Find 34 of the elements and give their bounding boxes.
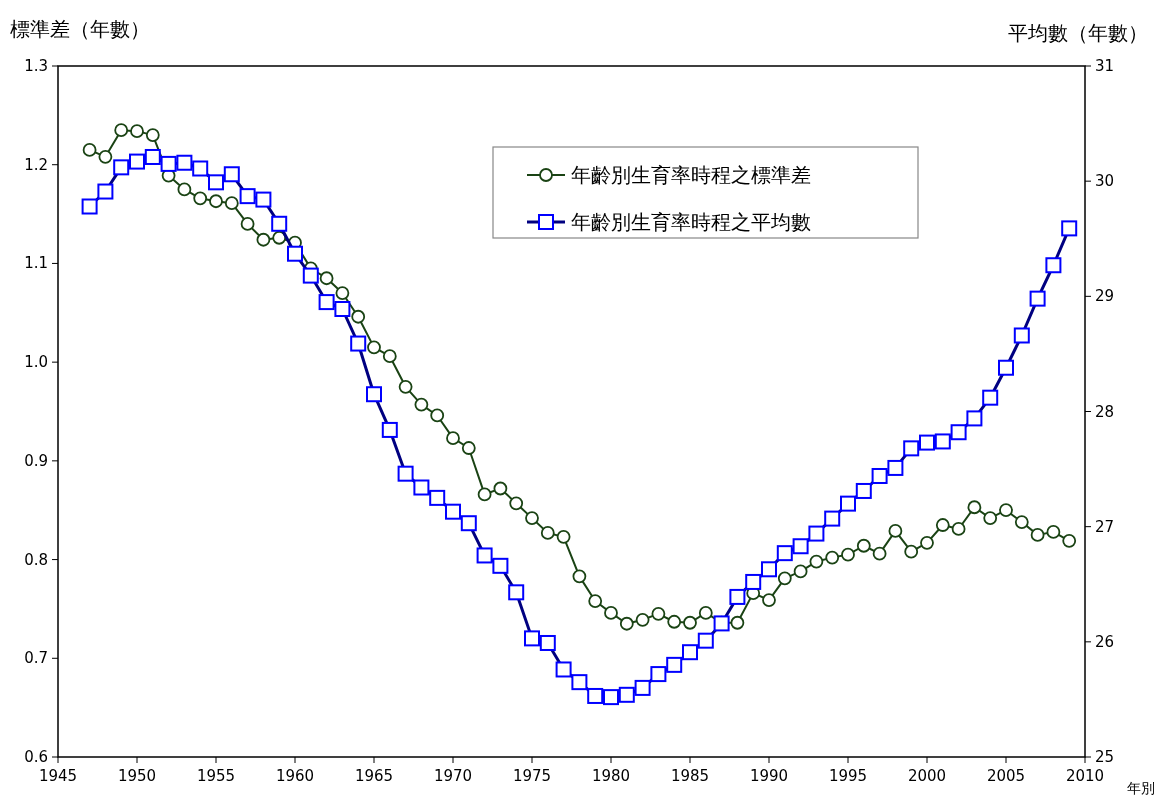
- y2-tick-label: 28: [1095, 402, 1115, 421]
- y2-tick-label: 31: [1095, 57, 1115, 75]
- legend-label: 年齡別生育率時程之平均數: [571, 210, 811, 234]
- y-tick-label: 1.1: [24, 254, 48, 273]
- x-tick-label: 1965: [354, 767, 394, 785]
- y-tick-label: 0.6: [24, 748, 48, 766]
- y-tick-label: 0.9: [24, 451, 48, 470]
- x-tick-label: 1960: [275, 767, 315, 785]
- x-tick-label: 2010: [1065, 767, 1105, 785]
- x-tick-label: 1995: [828, 767, 868, 785]
- y-tick-label: 0.8: [24, 550, 48, 569]
- x-tick-label: 1990: [749, 767, 789, 785]
- x-tick-label: 1950: [117, 767, 157, 785]
- x-axis-title: 年別: [1127, 780, 1155, 796]
- y2-tick-label: 30: [1095, 172, 1115, 191]
- y-axis-title: 標準差（年數）: [10, 17, 150, 41]
- y2-tick-label: 26: [1095, 632, 1115, 651]
- x-tick-label: 1945: [38, 767, 78, 785]
- y-tick-label: 1.0: [24, 353, 48, 372]
- y2-tick-label: 25: [1095, 748, 1115, 766]
- x-tick-label: 1970: [433, 767, 473, 785]
- x-tick-label: 1975: [512, 767, 552, 785]
- y-tick-label: 1.2: [24, 155, 48, 174]
- x-tick-label: 1985: [670, 767, 710, 785]
- x-tick-label: 1955: [196, 767, 236, 785]
- legend-label: 年齡別生育率時程之標準差: [571, 163, 811, 187]
- x-tick-label: 2005: [986, 767, 1026, 785]
- y2-tick-label: 29: [1095, 287, 1115, 306]
- x-tick-label: 2000: [907, 767, 947, 785]
- y-tick-label: 0.7: [24, 649, 48, 668]
- y-tick-label: 1.3: [24, 57, 48, 75]
- y2-axis-title: 平均數（年數）: [1008, 21, 1148, 45]
- x-tick-label: 1980: [591, 767, 631, 785]
- y2-tick-label: 27: [1095, 517, 1115, 536]
